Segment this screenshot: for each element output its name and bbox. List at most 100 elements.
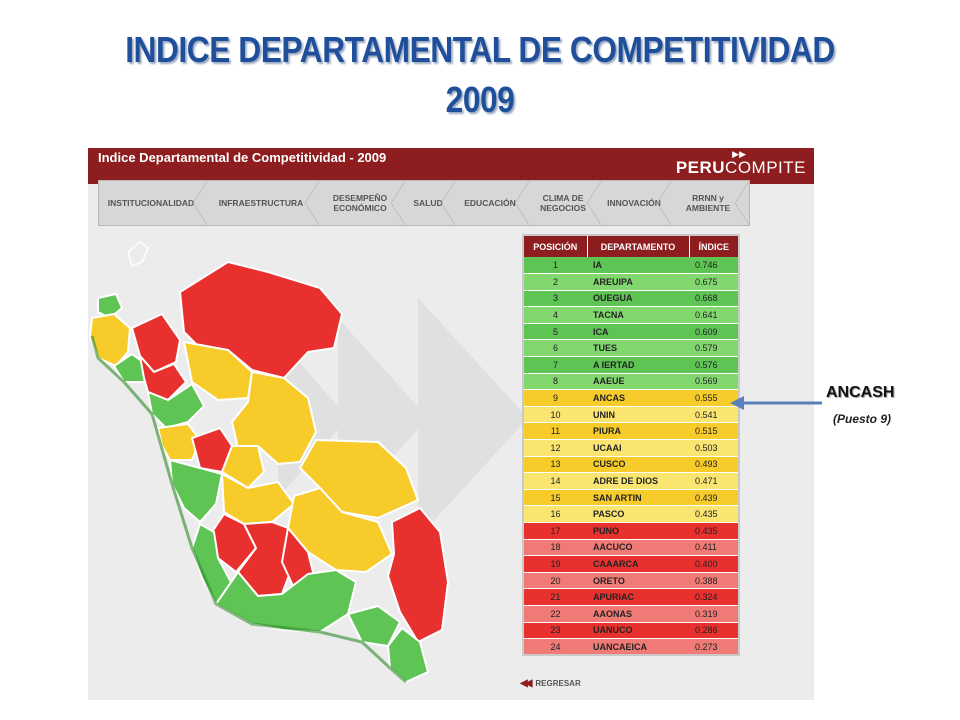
table-row[interactable]: 20 ORETO 0.388	[523, 572, 739, 590]
table-row[interactable]: 22 AAONAS 0.319	[523, 605, 739, 623]
table-row[interactable]: 1 IA 0.746	[523, 257, 739, 275]
row-index: 0.675	[689, 273, 739, 291]
table-row[interactable]: 24 UANCAEICA 0.273	[523, 638, 739, 656]
row-index: 0.503	[689, 439, 739, 457]
row-department: UANCAEICA	[587, 638, 689, 656]
tab-infraestructura[interactable]: INFRAESTRUCTURA	[207, 181, 319, 225]
row-index: 0.555	[689, 389, 739, 407]
row-position: 5	[523, 323, 587, 341]
row-index: 0.411	[689, 539, 739, 557]
brand-arrow-icon: ▶▶	[732, 149, 746, 159]
map-region-madre-de-dios	[299, 439, 419, 519]
row-position: 12	[523, 439, 587, 457]
table-row[interactable]: 19 CAAARCA 0.400	[523, 555, 739, 573]
competitiveness-app: Indice Departamental de Competitividad -…	[88, 148, 814, 700]
row-index: 0.286	[689, 622, 739, 640]
row-position: 13	[523, 456, 587, 474]
row-department: ORETO	[587, 572, 689, 590]
table-row[interactable]: 10 UNIN 0.541	[523, 406, 739, 424]
row-index: 0.493	[689, 456, 739, 474]
table-row[interactable]: 8 AAEUE 0.569	[523, 373, 739, 391]
row-position: 10	[523, 406, 587, 424]
row-position: 22	[523, 605, 587, 623]
row-department: TACNA	[587, 306, 689, 324]
map-region-cajamarca	[139, 355, 187, 401]
row-position: 6	[523, 339, 587, 358]
row-index: 0.579	[689, 339, 739, 358]
row-index: 0.471	[689, 472, 739, 490]
row-department: UANUCO	[587, 622, 689, 640]
tab-rrnn-ambiente[interactable]: RRNN y AMBIENTE	[671, 181, 749, 225]
map-region-moquegua	[347, 605, 401, 647]
table-row[interactable]: 3 OUEGUA 0.668	[523, 290, 739, 308]
row-index: 0.319	[689, 605, 739, 623]
row-index: 0.569	[689, 373, 739, 391]
back-button[interactable]: ◀◀ REGRESAR	[520, 678, 581, 689]
table-row[interactable]: 4 TACNA 0.641	[523, 306, 739, 324]
ranking-table: POSICIÓN DEPARTAMENTO ÍNDICE 1 IA 0.746 2 AR…	[522, 234, 740, 657]
table-row[interactable]: 15 SAN ARTIN 0.439	[523, 489, 739, 507]
table-row[interactable]: 12 UCAAI 0.503	[523, 439, 739, 457]
tab-desempeno-economico[interactable]: DESEMPEÑO ECONÓMICO	[319, 181, 405, 225]
slide-subtitle-year: 2009	[445, 79, 515, 120]
table-row[interactable]: 17 PUNO 0.435	[523, 522, 739, 540]
table-row[interactable]: 21 APURIAC 0.324	[523, 588, 739, 606]
row-department: PASCO	[587, 505, 689, 523]
column-header-department[interactable]: DEPARTAMENTO	[587, 235, 690, 257]
map-region-la-libertad	[147, 383, 205, 429]
table-row[interactable]: 6 TUES 0.579	[523, 339, 739, 358]
row-index: 0.746	[689, 257, 739, 275]
table-row[interactable]: 5 ICA 0.609	[523, 323, 739, 341]
callout-department-name: ANCASH	[826, 384, 895, 401]
table-row[interactable]: 13 CUSCO 0.493	[523, 456, 739, 474]
row-position: 8	[523, 373, 587, 391]
table-row[interactable]: 2 AREUIPA 0.675	[523, 273, 739, 291]
table-row[interactable]: 18 AACUCO 0.411	[523, 539, 739, 557]
row-index: 0.641	[689, 306, 739, 324]
row-position: 9	[523, 389, 587, 407]
slide-title: INDICE DEPARTAMENTAL DE COMPETITIVIDAD	[125, 29, 835, 70]
column-header-index[interactable]: ÍNDICE	[689, 235, 739, 257]
map-region-tumbes	[97, 293, 123, 319]
callout-rank: (Puesto 9)	[833, 412, 892, 426]
row-department: PUNO	[587, 522, 689, 540]
row-position: 24	[523, 638, 587, 656]
row-department: ICA	[587, 323, 689, 341]
map-region-piura	[89, 313, 131, 367]
row-index: 0.515	[689, 422, 739, 441]
row-department: UCAAI	[587, 439, 689, 457]
double-left-arrow-icon: ◀◀	[520, 678, 533, 689]
tab-salud[interactable]: SALUD	[405, 181, 455, 225]
table-row[interactable]: 14 ADRE DE DIOS 0.471	[523, 472, 739, 490]
table-row[interactable]: 9 ANCAS 0.555	[523, 389, 739, 407]
tab-innovacion[interactable]: INNOVACIÓN	[601, 181, 671, 225]
map-region-arequipa	[215, 569, 357, 633]
row-position: 23	[523, 622, 587, 640]
row-department: ANCAS	[587, 389, 689, 407]
map-region-junin	[221, 473, 295, 525]
row-position: 7	[523, 356, 587, 374]
row-position: 3	[523, 290, 587, 308]
tab-educacion[interactable]: EDUCACIÓN	[455, 181, 529, 225]
table-row[interactable]: 16 PASCO 0.435	[523, 505, 739, 523]
row-position: 11	[523, 422, 587, 441]
tab-institucionalidad[interactable]: INSTITUCIONALIDAD	[99, 181, 207, 225]
row-index: 0.668	[689, 290, 739, 308]
tab-clima-de-negocios[interactable]: CLIMA DE NEGOCIOS	[529, 181, 601, 225]
ranking-table-header: POSICIÓN DEPARTAMENTO ÍNDICE	[523, 235, 739, 257]
row-department: CAAARCA	[587, 555, 689, 573]
row-department: AAEUE	[587, 373, 689, 391]
row-position: 19	[523, 555, 587, 573]
row-position: 21	[523, 588, 587, 606]
row-position: 4	[523, 306, 587, 324]
table-row[interactable]: 23 UANUCO 0.286	[523, 622, 739, 640]
row-position: 14	[523, 472, 587, 490]
table-row[interactable]: 11 PIURA 0.515	[523, 422, 739, 441]
row-department: PIURA	[587, 422, 689, 441]
column-header-position[interactable]: POSICIÓN	[523, 235, 588, 257]
row-department: APURIAC	[587, 588, 689, 606]
row-index: 0.576	[689, 356, 739, 374]
row-department: UNIN	[587, 406, 689, 424]
row-index: 0.273	[689, 638, 739, 656]
